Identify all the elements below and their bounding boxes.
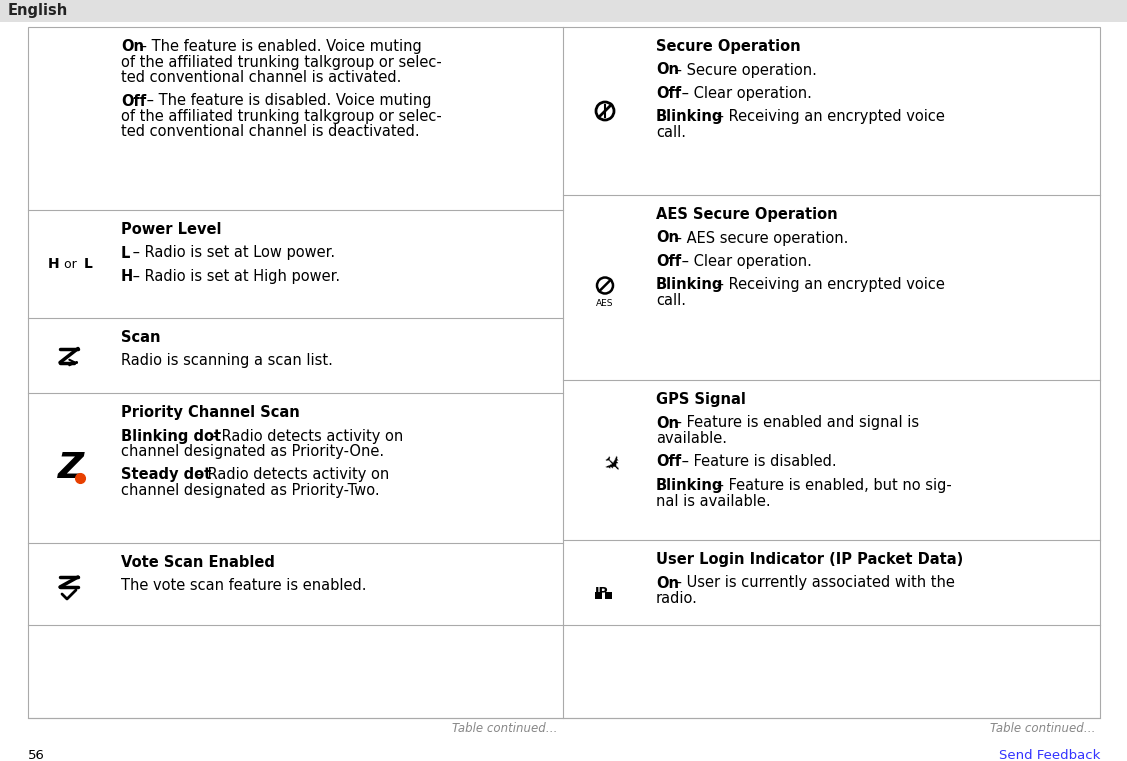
Text: Blinking: Blinking [656,110,724,125]
Bar [605,591,612,598]
Text: – Clear operation.: – Clear operation. [677,254,811,269]
Text: Blinking: Blinking [656,278,724,292]
Text: DRAFT: DRAFT [329,218,798,543]
Text: Off: Off [656,254,681,269]
Text: Blinking dot: Blinking dot [121,428,221,444]
Text: Off: Off [121,94,147,109]
Text: – Receiving an encrypted voice: – Receiving an encrypted voice [712,278,944,292]
Text: ted conventional channel is deactivated.: ted conventional channel is deactivated. [121,125,419,139]
Text: channel designated as Priority-One.: channel designated as Priority-One. [121,444,384,459]
Text: Send Feedback: Send Feedback [999,749,1100,761]
Text: English: English [8,4,69,18]
Text: L: L [85,257,92,271]
Text: GPS Signal: GPS Signal [656,392,746,407]
Text: H: H [48,257,60,271]
Text: – AES secure operation.: – AES secure operation. [669,231,849,246]
Text: Secure Operation: Secure Operation [656,39,800,54]
Text: Off: Off [656,454,681,470]
Text: – Receiving an encrypted voice: – Receiving an encrypted voice [712,110,944,125]
Text: – Radio detects activity on: – Radio detects activity on [190,467,389,482]
Text: – Feature is enabled and signal is: – Feature is enabled and signal is [669,416,920,431]
Text: channel designated as Priority-Two.: channel designated as Priority-Two. [121,483,380,498]
Text: – User is currently associated with the: – User is currently associated with the [669,575,955,591]
Text: – Feature is disabled.: – Feature is disabled. [677,454,836,470]
Text: Vote Scan Enabled: Vote Scan Enabled [121,555,275,570]
Text: Priority Channel Scan: Priority Channel Scan [121,405,300,420]
Text: 56: 56 [28,749,45,761]
Text: – Clear operation.: – Clear operation. [677,86,811,101]
Text: On: On [656,416,678,431]
Text: L: L [121,246,131,260]
Text: or: or [60,257,81,270]
Text: Radio is scanning a scan list.: Radio is scanning a scan list. [121,354,332,368]
Text: available.: available. [656,431,727,446]
Text: – Secure operation.: – Secure operation. [669,62,817,78]
Text: On: On [656,231,678,246]
Text: The vote scan feature is enabled.: The vote scan feature is enabled. [121,578,366,594]
Text: Off: Off [656,86,681,101]
Text: On: On [656,575,678,591]
Text: User Login Indicator (IP Packet Data): User Login Indicator (IP Packet Data) [656,552,964,567]
Text: – Feature is enabled, but no sig-: – Feature is enabled, but no sig- [712,478,951,493]
Bar [0,0,1127,22]
Text: Blinking: Blinking [656,478,724,493]
Text: of the affiliated trunking talkgroup or selec-: of the affiliated trunking talkgroup or … [121,109,442,124]
Text: IP: IP [595,587,609,600]
Text: ✈: ✈ [597,452,624,479]
Text: – The feature is disabled. Voice muting: – The feature is disabled. Voice muting [142,94,432,109]
Text: Table continued…: Table continued… [453,722,558,735]
Text: On: On [121,39,144,54]
Text: call.: call. [656,125,686,140]
Text: – Radio detects activity on: – Radio detects activity on [205,428,403,444]
Text: Table continued…: Table continued… [990,722,1095,735]
Text: ted conventional channel is activated.: ted conventional channel is activated. [121,70,401,85]
Text: Steady dot: Steady dot [121,467,211,482]
Text: AES Secure Operation: AES Secure Operation [656,207,837,222]
Text: H: H [121,269,133,284]
Text: On: On [656,62,678,78]
Text: of the affiliated trunking talkgroup or selec-: of the affiliated trunking talkgroup or … [121,55,442,69]
Text: Power Level: Power Level [121,222,222,237]
Text: nal is available.: nal is available. [656,493,771,508]
Bar [595,591,602,598]
Text: – Radio is set at High power.: – Radio is set at High power. [128,269,340,284]
Text: call.: call. [656,293,686,308]
Text: Scan: Scan [121,330,160,345]
Text: radio.: radio. [656,591,698,606]
Text: – The feature is enabled. Voice muting: – The feature is enabled. Voice muting [135,39,421,54]
Text: AES: AES [596,298,614,307]
Text: – Radio is set at Low power.: – Radio is set at Low power. [128,246,335,260]
Text: Z: Z [57,451,85,485]
